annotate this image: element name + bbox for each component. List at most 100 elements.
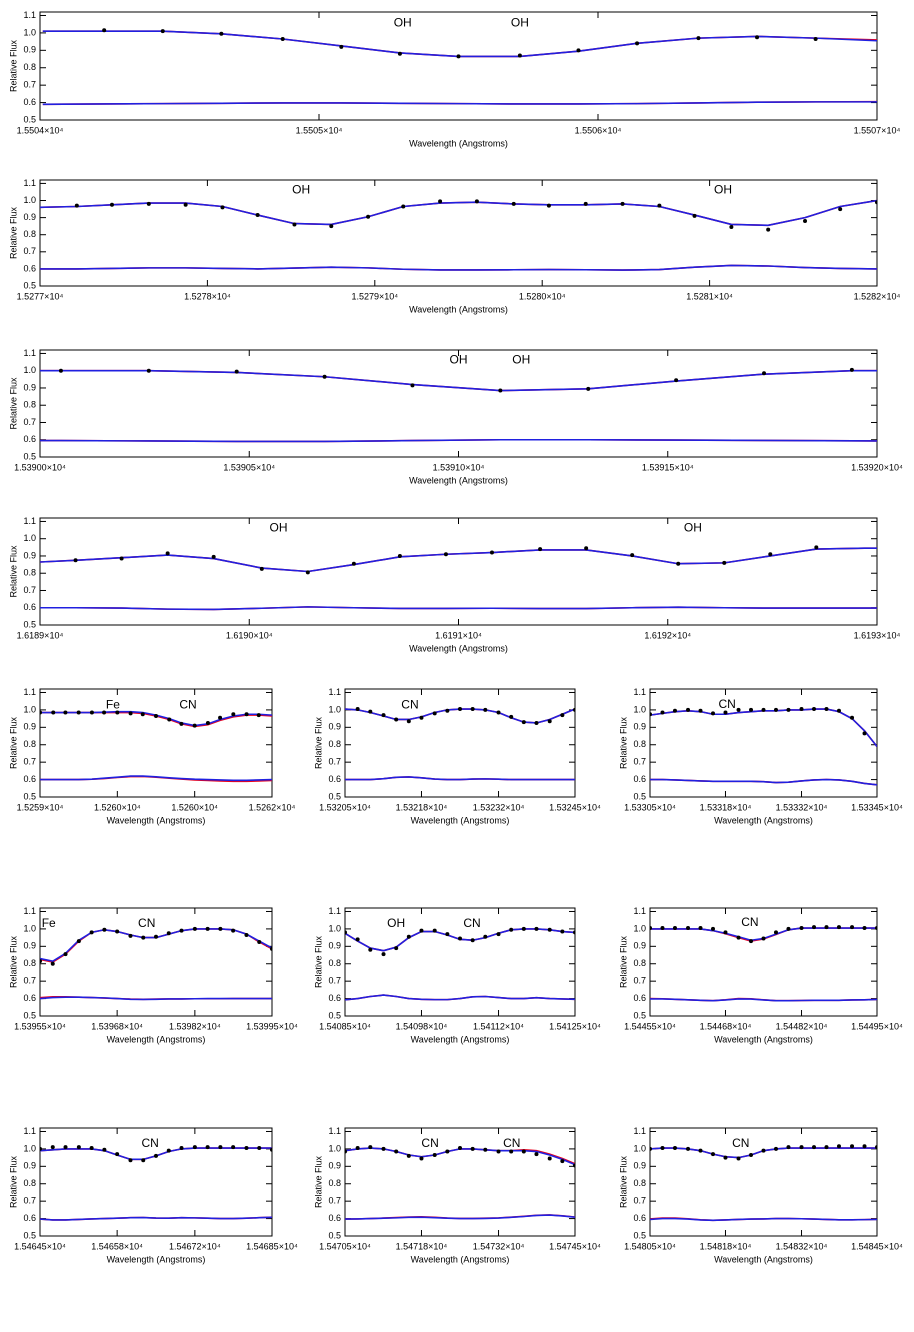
x-tick-label: 1.5280×10⁴ <box>519 291 566 301</box>
data-point <box>560 929 565 934</box>
data-point <box>768 552 773 557</box>
plot-area <box>40 545 877 611</box>
x-tick-label: 1.54845×10⁴ <box>851 1241 903 1251</box>
y-axis-label: Relative Flux <box>618 935 628 988</box>
data-point <box>710 926 715 931</box>
annotation: OH <box>270 521 288 535</box>
data-point <box>676 561 681 566</box>
data-point <box>576 48 581 53</box>
data-point <box>394 717 399 722</box>
x-axis-label: Wavelength (Angstroms) <box>714 815 813 825</box>
annotation: CN <box>719 697 736 711</box>
x-tick-label: 1.53968×10⁴ <box>91 1021 143 1031</box>
data-point <box>244 1146 249 1151</box>
data-point <box>723 710 728 715</box>
x-axis-label: Wavelength (Angstroms) <box>107 815 206 825</box>
data-point <box>63 952 68 957</box>
y-tick-label: 1.0 <box>633 704 646 714</box>
data-point <box>443 552 448 557</box>
x-tick-label: 1.6191×10⁴ <box>435 630 482 640</box>
x-axis-label: Wavelength (Angstroms) <box>409 138 508 148</box>
data-point <box>329 224 334 229</box>
data-point <box>368 1145 373 1150</box>
data-point <box>650 1146 652 1151</box>
data-point <box>394 1149 399 1154</box>
annotation: OH <box>450 353 468 367</box>
data-point <box>397 553 402 558</box>
x-tick-label: 1.54718×10⁴ <box>396 1241 448 1251</box>
data-point <box>51 710 56 715</box>
data-point <box>445 932 450 937</box>
data-point <box>292 222 297 227</box>
x-axis-label: Wavelength (Angstroms) <box>411 1034 510 1044</box>
data-point <box>270 946 272 951</box>
annotation: OH <box>684 521 702 535</box>
x-tick-label: 1.5277×10⁴ <box>17 291 64 301</box>
x-tick-label: 1.53905×10⁴ <box>223 462 275 472</box>
data-point <box>458 1146 462 1151</box>
y-tick-label: 0.6 <box>23 263 36 273</box>
data-point <box>850 925 855 930</box>
data-point <box>786 1145 791 1150</box>
data-point <box>345 1149 347 1154</box>
data-point <box>438 199 443 204</box>
data-point <box>630 553 635 558</box>
data-point <box>381 713 386 718</box>
x-tick-label: 1.54805×10⁴ <box>624 1241 676 1251</box>
data-point <box>521 1149 526 1154</box>
plot-frame <box>39 11 878 121</box>
data-point <box>496 1149 501 1154</box>
data-point <box>160 29 165 34</box>
data-point <box>165 551 170 556</box>
data-point <box>366 214 371 219</box>
y-tick-label: 0.5 <box>23 791 36 801</box>
model-line <box>40 928 272 962</box>
data-point <box>766 227 771 232</box>
data-point <box>40 1146 42 1151</box>
data-point <box>257 1146 262 1151</box>
y-tick-label: 1.1 <box>633 1126 646 1136</box>
data-point <box>836 1144 841 1149</box>
model-line <box>650 998 877 1002</box>
data-point <box>521 926 526 931</box>
data-point <box>722 560 727 565</box>
x-tick-label: 1.53982×10⁴ <box>169 1021 221 1031</box>
data-point <box>723 1155 728 1160</box>
data-point <box>410 383 415 388</box>
x-tick-label: 1.5260×10⁴ <box>171 802 218 812</box>
x-tick-label: 1.53245×10⁴ <box>549 802 601 812</box>
y-axis-label: Relative Flux <box>618 1155 628 1208</box>
data-point <box>814 545 819 550</box>
x-tick-label: 1.54658×10⁴ <box>91 1241 143 1251</box>
plot-area <box>42 28 877 106</box>
model-line <box>40 547 877 573</box>
y-tick-label: 0.6 <box>23 1213 36 1223</box>
data-point <box>736 1156 741 1161</box>
data-point <box>761 936 766 941</box>
y-tick-label: 1.1 <box>23 1126 36 1136</box>
y-tick-label: 0.5 <box>23 619 36 629</box>
data-point <box>256 713 261 718</box>
y-tick-label: 1.0 <box>328 1143 341 1153</box>
annotation: CN <box>401 698 418 712</box>
data-point <box>773 930 778 935</box>
data-point <box>723 930 728 935</box>
y-tick-label: 0.8 <box>23 739 36 749</box>
x-tick-label: 1.54705×10⁴ <box>319 1241 371 1251</box>
data-point <box>381 952 386 957</box>
model-line <box>42 30 877 58</box>
data-point <box>498 388 503 393</box>
model-line <box>40 369 877 392</box>
x-tick-label: 1.54672×10⁴ <box>169 1241 221 1251</box>
y-tick-label: 1.0 <box>633 923 646 933</box>
plot-frame <box>344 1127 576 1237</box>
data-point <box>109 202 114 207</box>
data-point <box>192 926 197 931</box>
y-tick-label: 0.8 <box>23 229 36 239</box>
y-tick-label: 1.1 <box>23 906 36 916</box>
y-tick-label: 1.1 <box>328 1126 341 1136</box>
y-tick-label: 0.8 <box>328 1178 341 1188</box>
y-tick-label: 0.8 <box>23 62 36 72</box>
x-tick-label: 1.54125×10⁴ <box>549 1021 601 1031</box>
